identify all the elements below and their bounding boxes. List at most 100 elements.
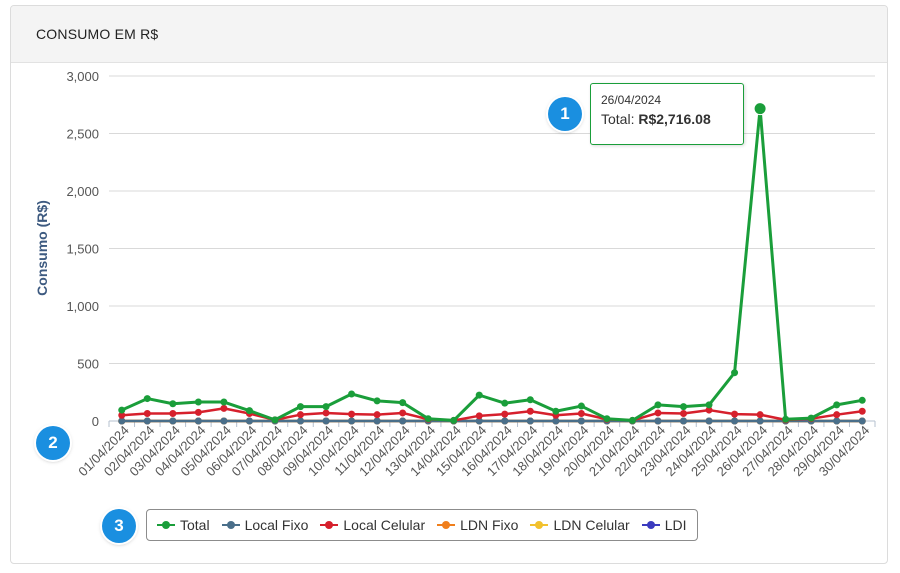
- data-point-total: [348, 390, 356, 398]
- legend-item-local-fixo[interactable]: Local Fixo: [221, 517, 309, 533]
- data-point-local-fixo: [858, 417, 866, 425]
- data-point-local-celular: [858, 407, 866, 415]
- step-badge-2: 2: [36, 426, 70, 460]
- data-point-total: [143, 395, 151, 403]
- data-point-local-celular: [756, 411, 764, 419]
- y-tick-label: 1,500: [66, 242, 99, 257]
- data-point-total: [450, 416, 458, 424]
- data-point-total: [373, 397, 381, 405]
- legend-label: LDN Celular: [553, 517, 630, 533]
- legend-item-ldn-celular[interactable]: LDN Celular: [530, 517, 630, 533]
- data-point-local-celular: [169, 410, 177, 418]
- data-point-total: [628, 416, 636, 424]
- tooltip-value: R$2,716.08: [638, 111, 711, 127]
- data-point-total: [731, 369, 739, 377]
- data-point-local-fixo: [501, 417, 509, 425]
- legend-symbol: [437, 520, 456, 530]
- data-point-local-fixo: [297, 417, 304, 425]
- highlighted-data-point: [753, 102, 767, 116]
- data-point-total: [654, 401, 662, 409]
- data-point-local-celular: [475, 412, 483, 420]
- y-axis-title: Consumo (R$): [34, 200, 50, 296]
- data-point-total: [322, 403, 330, 411]
- data-point-total: [271, 416, 279, 424]
- data-point-local-celular: [833, 411, 841, 419]
- data-point-local-celular: [373, 411, 381, 419]
- legend-item-ldn-fixo[interactable]: LDN Fixo: [437, 517, 518, 533]
- data-point-local-fixo: [373, 417, 381, 425]
- legend-label: LDI: [664, 517, 687, 533]
- data-point-total: [245, 407, 253, 415]
- data-point-local-celular: [297, 411, 304, 419]
- data-point-local-fixo: [552, 417, 560, 425]
- data-point-total: [220, 398, 228, 406]
- data-point-total: [399, 399, 407, 407]
- data-point-local-celular: [118, 411, 126, 419]
- data-point-local-fixo: [756, 417, 764, 425]
- legend-symbol: [221, 520, 240, 530]
- legend-item-local-celular[interactable]: Local Celular: [320, 517, 425, 533]
- data-point-local-fixo: [731, 417, 739, 425]
- data-point-local-fixo: [475, 417, 483, 425]
- data-point-total: [169, 400, 177, 408]
- panel-title: CONSUMO EM R$: [36, 26, 159, 42]
- data-point-total: [833, 401, 841, 409]
- y-tick-label: 2,000: [66, 184, 99, 199]
- legend-item-ldi[interactable]: LDI: [641, 517, 687, 533]
- data-point-local-fixo: [399, 417, 407, 425]
- legend-label: Local Fixo: [244, 517, 309, 533]
- data-point-local-celular: [143, 410, 151, 418]
- step-badge-3: 3: [102, 509, 136, 543]
- data-point-local-fixo: [118, 417, 126, 425]
- y-tick-label: 500: [77, 357, 99, 372]
- data-point-total: [118, 406, 126, 414]
- legend-symbol: [641, 520, 660, 530]
- data-point-total: [501, 399, 509, 407]
- data-point-local-celular: [399, 409, 407, 417]
- series-line-local-celular: [120, 407, 864, 422]
- legend-label: LDN Fixo: [460, 517, 519, 533]
- data-point-local-fixo: [680, 417, 687, 425]
- data-point-local-fixo: [654, 417, 662, 425]
- data-point-total: [807, 414, 815, 422]
- data-point-total: [577, 402, 585, 410]
- data-point-total: [782, 415, 790, 423]
- y-tick-label: 1,000: [66, 299, 99, 314]
- data-point-local-celular: [654, 409, 662, 417]
- data-point-local-fixo: [833, 417, 841, 425]
- legend-symbol: [530, 520, 549, 530]
- data-point-local-fixo: [169, 417, 177, 425]
- data-point-local-fixo: [348, 417, 356, 425]
- data-point-total: [424, 415, 432, 423]
- legend-symbol: [157, 520, 175, 530]
- data-point-local-celular: [322, 409, 330, 417]
- data-point-local-celular: [577, 410, 585, 418]
- data-point-local-celular: [705, 406, 713, 414]
- data-point-total: [475, 391, 483, 399]
- data-point-total: [552, 407, 560, 415]
- data-point-local-fixo: [143, 417, 151, 425]
- data-point-local-fixo: [705, 417, 713, 425]
- tooltip-series-label: Total:: [601, 111, 635, 127]
- y-tick-label: 0: [92, 414, 99, 429]
- data-point-total: [858, 396, 866, 404]
- data-point-total: [297, 403, 304, 411]
- data-point-local-fixo: [526, 417, 534, 425]
- data-point-local-celular: [194, 408, 202, 416]
- series-line-total: [120, 107, 864, 422]
- data-point-local-fixo: [322, 417, 330, 425]
- data-point-total: [680, 403, 687, 411]
- step-badge-1: 1: [548, 97, 582, 131]
- data-point-total: [705, 401, 713, 409]
- tooltip-row: Total: R$2,716.08: [601, 111, 733, 127]
- data-point-local-celular: [526, 407, 534, 415]
- data-point-total: [526, 396, 534, 404]
- data-point-local-celular: [348, 410, 356, 418]
- data-point-total: [603, 415, 611, 423]
- legend-item-total[interactable]: Total: [157, 517, 210, 533]
- data-tooltip: 26/04/2024 Total: R$2,716.08: [590, 83, 744, 145]
- chart-legend: Total Local Fixo Local Celular LDN Fixo LDN …: [146, 509, 698, 541]
- tooltip-date: 26/04/2024: [601, 93, 662, 107]
- panel-header: CONSUMO EM R$: [11, 6, 887, 63]
